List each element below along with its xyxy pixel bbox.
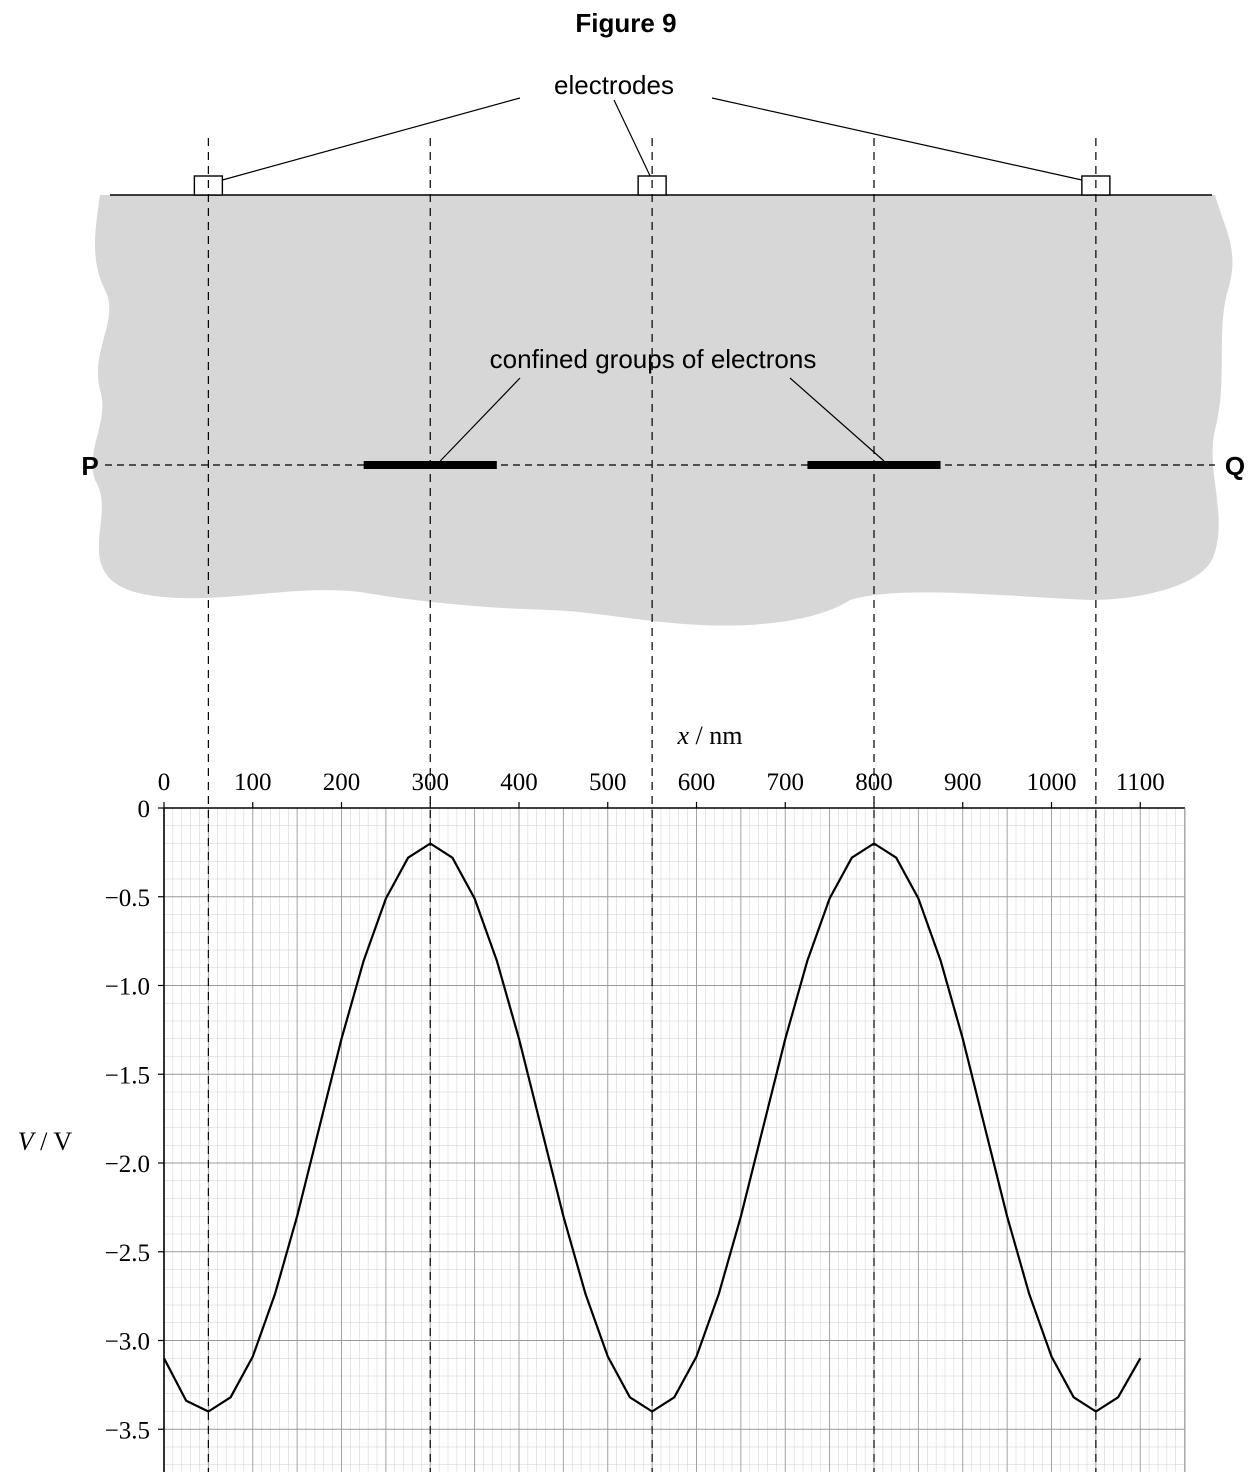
x-tick-labels: 0 100 200 300 400 500 600 700 800 900 1000 1100	[158, 769, 1165, 808]
y-tick-label: −3.5	[105, 1417, 150, 1444]
label-p: P	[81, 451, 98, 481]
y-axis-unit: / V	[34, 1127, 73, 1156]
x-tick-label: 600	[678, 769, 716, 796]
y-tick-label: −2.5	[105, 1240, 150, 1267]
electrode-leader-line	[222, 97, 521, 181]
x-tick-label: 0	[158, 769, 171, 796]
x-tick-label: 400	[500, 769, 538, 796]
figure-title: Figure 9	[575, 8, 676, 38]
series-line	[163, 842, 1142, 1413]
y-tick-label: −3.0	[105, 1329, 150, 1356]
x-axis-unit: / nm	[689, 721, 742, 750]
potential-curve	[163, 842, 1142, 1413]
y-axis-label: V / V	[18, 1127, 73, 1156]
x-tick-label: 200	[323, 769, 361, 796]
electrode-leader-line	[711, 97, 1083, 181]
y-tick-label: 0	[138, 796, 151, 823]
potential-graph: 0 100 200 300 400 500 600 700 800 900 1000 1100 0−0…	[18, 721, 1186, 1472]
x-axis-label: x / nm	[677, 721, 743, 750]
dashed-guides	[207, 138, 1097, 1472]
y-axis-var: V	[18, 1127, 37, 1156]
x-tick-label: 1100	[1116, 769, 1165, 796]
electrodes-label: electrodes	[554, 70, 674, 100]
y-tick-label: −1.0	[105, 974, 150, 1001]
electrode-leader-line	[613, 99, 651, 177]
x-tick-label: 100	[234, 769, 272, 796]
x-tick-label: 1000	[1027, 769, 1077, 796]
semiconductor-region	[92, 195, 1233, 626]
x-tick-label: 500	[589, 769, 627, 796]
y-tick-label: −0.5	[105, 885, 150, 912]
leader-lines	[222, 97, 1083, 462]
device-diagram: electrodes confined groups of electrons …	[81, 70, 1245, 626]
label-q: Q	[1225, 451, 1245, 481]
x-tick-label: 900	[944, 769, 982, 796]
axes	[163, 807, 1186, 1472]
electron-groups-label: confined groups of electrons	[490, 344, 817, 374]
electron-group-leader-line	[789, 377, 885, 462]
y-tick-label: −2.0	[105, 1151, 150, 1178]
y-tick-label: −1.5	[105, 1062, 150, 1089]
x-tick-label: 700	[767, 769, 805, 796]
electron-group-leader-line	[439, 377, 521, 462]
x-axis-var: x	[677, 721, 690, 750]
grid-minor	[164, 808, 1185, 1472]
y-tick-labels: 0 −0.5 −1.0 −1.5 −2.0 −2.5 −3.0 −3.5	[105, 796, 164, 1444]
